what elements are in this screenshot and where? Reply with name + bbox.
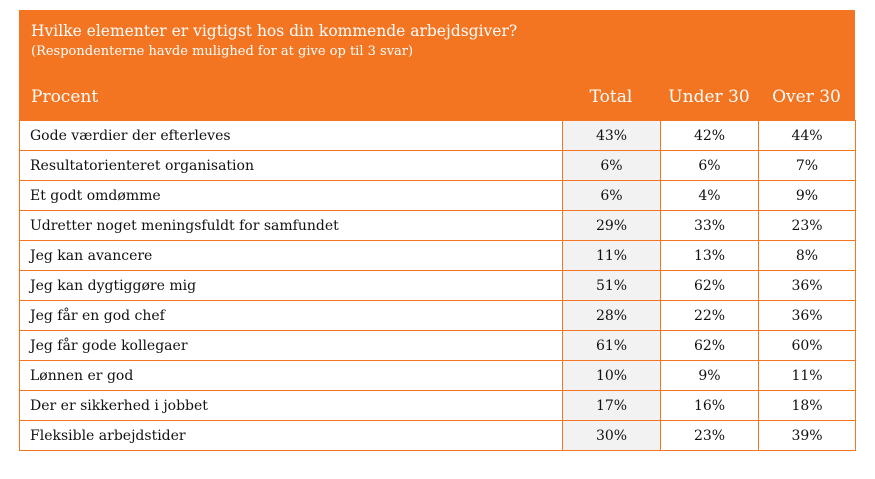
total-cell: 6%	[562, 180, 661, 211]
row-label: Gode værdier der efterleves	[19, 120, 563, 151]
table-header-banner: Hvilke elementer er vigtigst hos din kom…	[19, 10, 855, 120]
column-header-over-30: Over 30	[772, 87, 841, 107]
row-label: Resultatorienteret organisation	[19, 150, 563, 181]
table-row: Fleksible arbejdstider 30% 23% 39%	[19, 420, 856, 451]
row-label: Jeg får gode kollegaer	[19, 330, 563, 361]
over-30-cell: 9%	[758, 180, 856, 211]
table-row: Jeg får en god chef 28% 22% 36%	[19, 300, 856, 331]
total-cell: 51%	[562, 270, 661, 301]
under-30-cell: 9%	[660, 360, 759, 391]
under-30-cell: 33%	[660, 210, 759, 241]
under-30-cell: 62%	[660, 330, 759, 361]
row-label: Et godt omdømme	[19, 180, 563, 211]
under-30-cell: 23%	[660, 420, 759, 451]
survey-table-figure: Hvilke elementer er vigtigst hos din kom…	[19, 10, 856, 451]
over-30-cell: 44%	[758, 120, 856, 151]
total-cell: 6%	[562, 150, 661, 181]
under-30-cell: 13%	[660, 240, 759, 271]
over-30-cell: 8%	[758, 240, 856, 271]
total-cell: 30%	[562, 420, 661, 451]
total-cell: 10%	[562, 360, 661, 391]
table-row: Lønnen er god 10% 9% 11%	[19, 360, 856, 391]
under-30-cell: 16%	[660, 390, 759, 421]
row-label: Der er sikkerhed i jobbet	[19, 390, 563, 421]
row-label: Lønnen er god	[19, 360, 563, 391]
total-cell: 29%	[562, 210, 661, 241]
row-label: Jeg får en god chef	[19, 300, 563, 331]
column-header-under-30: Under 30	[668, 87, 750, 107]
total-cell: 43%	[562, 120, 661, 151]
table-row: Gode værdier der efterleves 43% 42% 44%	[19, 120, 856, 151]
under-30-cell: 62%	[660, 270, 759, 301]
table-row: Jeg kan avancere 11% 13% 8%	[19, 240, 856, 271]
total-cell: 11%	[562, 240, 661, 271]
row-label: Jeg kan dygtiggøre mig	[19, 270, 563, 301]
table-title: Hvilke elementer er vigtigst hos din kom…	[31, 22, 518, 40]
over-30-cell: 7%	[758, 150, 856, 181]
data-table: Gode værdier der efterleves 43% 42% 44% Resu…	[19, 120, 856, 451]
column-header-total: Total	[589, 87, 633, 107]
column-header-procent: Procent	[31, 87, 99, 107]
table-row: Jeg kan dygtiggøre mig 51% 62% 36%	[19, 270, 856, 301]
over-30-cell: 36%	[758, 270, 856, 301]
under-30-cell: 6%	[660, 150, 759, 181]
under-30-cell: 42%	[660, 120, 759, 151]
over-30-cell: 11%	[758, 360, 856, 391]
row-label: Udretter noget meningsfuldt for samfunde…	[19, 210, 563, 241]
total-cell: 61%	[562, 330, 661, 361]
over-30-cell: 60%	[758, 330, 856, 361]
under-30-cell: 4%	[660, 180, 759, 211]
under-30-cell: 22%	[660, 300, 759, 331]
over-30-cell: 36%	[758, 300, 856, 331]
table-row: Der er sikkerhed i jobbet 17% 16% 18%	[19, 390, 856, 421]
over-30-cell: 23%	[758, 210, 856, 241]
row-label: Jeg kan avancere	[19, 240, 563, 271]
table-row: Jeg får gode kollegaer 61% 62% 60%	[19, 330, 856, 361]
over-30-cell: 18%	[758, 390, 856, 421]
table-row: Udretter noget meningsfuldt for samfunde…	[19, 210, 856, 241]
over-30-cell: 39%	[758, 420, 856, 451]
total-cell: 28%	[562, 300, 661, 331]
table-row: Et godt omdømme 6% 4% 9%	[19, 180, 856, 211]
table-row: Resultatorienteret organisation 6% 6% 7%	[19, 150, 856, 181]
total-cell: 17%	[562, 390, 661, 421]
table-subtitle: (Respondenterne havde mulighed for at gi…	[31, 44, 414, 59]
row-label: Fleksible arbejdstider	[19, 420, 563, 451]
